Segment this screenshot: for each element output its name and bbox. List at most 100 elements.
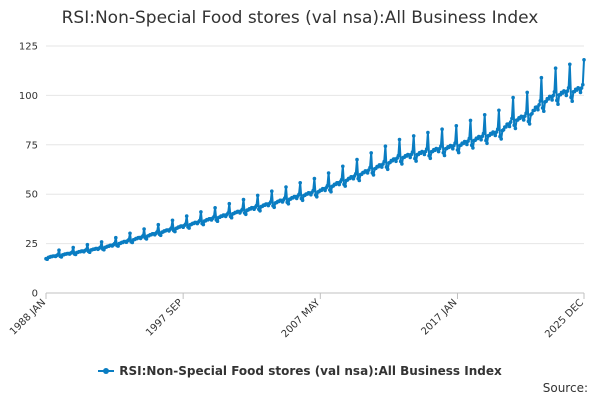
data-point: [254, 203, 259, 208]
data-point: [527, 122, 532, 126]
legend-label[interactable]: RSI:Non-Special Food stores (val nsa):Al…: [119, 364, 502, 378]
series-layer: [44, 58, 586, 262]
data-point: [555, 98, 559, 103]
data-point: [85, 242, 90, 247]
data-point: [424, 147, 429, 151]
grid-lines: [46, 45, 584, 245]
data-point: [551, 93, 556, 98]
data-point: [468, 118, 473, 123]
data-point: [469, 143, 474, 147]
data-point: [396, 153, 401, 158]
data-point: [300, 198, 305, 203]
data-point: [440, 127, 444, 131]
data-point: [315, 195, 319, 199]
data-point: [501, 127, 506, 132]
data-point: [521, 118, 526, 122]
data-point: [355, 157, 359, 162]
data-point: [581, 82, 585, 87]
data-point: [467, 136, 472, 141]
data-point: [481, 131, 486, 136]
y-tick-label: 0: [32, 289, 38, 300]
data-point: [255, 193, 260, 198]
data-point: [479, 137, 483, 142]
data-point: [410, 150, 415, 154]
data-point: [339, 177, 344, 182]
data-point: [354, 171, 358, 176]
legend-marker-icon: [98, 367, 115, 375]
x-tick-label: 2007 MAY: [280, 297, 323, 340]
data-point: [128, 231, 132, 236]
data-point: [539, 75, 544, 80]
data-point: [482, 113, 487, 117]
data-point: [540, 106, 545, 110]
data-point: [244, 212, 248, 217]
data-point: [495, 127, 500, 131]
data-point: [493, 133, 498, 138]
data-point: [383, 144, 388, 148]
data-point: [258, 209, 262, 213]
data-point: [510, 116, 514, 121]
data-point: [466, 139, 470, 143]
data-point: [57, 248, 61, 252]
data-point: [212, 215, 216, 219]
data-point: [556, 102, 560, 106]
data-point: [530, 111, 534, 116]
data-point: [408, 155, 413, 160]
data-point: [394, 159, 398, 164]
data-point: [525, 90, 529, 95]
y-tick-label: 75: [25, 140, 38, 151]
data-point: [141, 234, 145, 238]
data-point: [508, 120, 513, 124]
data-point: [170, 218, 175, 223]
data-point: [507, 124, 512, 129]
data-point: [499, 137, 504, 141]
data-point: [537, 103, 541, 107]
data-point: [542, 109, 546, 113]
data-point: [414, 159, 418, 163]
data-point: [436, 149, 441, 154]
data-point: [538, 99, 543, 103]
data-point: [564, 93, 569, 98]
data-point: [183, 222, 188, 226]
data-point: [484, 138, 488, 143]
data-point: [385, 167, 390, 172]
data-point: [453, 141, 457, 145]
data-point: [368, 165, 372, 170]
data-point: [480, 134, 485, 138]
data-point: [337, 182, 342, 187]
chart-title: RSI:Non-Special Food stores (val nsa):Al…: [61, 8, 539, 28]
x-tick-label: 1988 JAN: [8, 297, 48, 337]
data-point: [524, 111, 528, 115]
data-point: [155, 230, 159, 234]
data-point: [326, 171, 331, 175]
data-point: [512, 123, 516, 127]
data-point: [284, 185, 288, 189]
data-point: [441, 151, 446, 155]
data-point: [270, 189, 274, 193]
data-point: [451, 146, 455, 151]
data-point: [341, 164, 345, 169]
data-point: [454, 124, 459, 128]
data-point: [268, 200, 273, 204]
x-tick-label: 2025 DEC: [543, 297, 586, 340]
data-point: [523, 114, 527, 118]
data-point: [569, 95, 573, 100]
data-point: [286, 202, 291, 206]
data-point: [442, 153, 447, 158]
data-point: [371, 173, 376, 177]
data-point: [329, 189, 333, 194]
data-point: [568, 62, 572, 67]
data-point: [297, 192, 301, 197]
data-point: [325, 183, 330, 188]
data-point: [400, 162, 404, 166]
data-point: [156, 222, 161, 227]
legend[interactable]: RSI:Non-Special Food stores (val nsa):Al…: [0, 364, 600, 378]
data-point: [456, 150, 461, 155]
data-point: [99, 240, 104, 244]
data-point: [536, 107, 540, 112]
data-point: [158, 233, 163, 238]
data-point: [422, 152, 427, 157]
data-point: [565, 89, 570, 93]
x-tick-label: 2017 JAN: [419, 297, 459, 337]
data-point: [553, 66, 558, 70]
